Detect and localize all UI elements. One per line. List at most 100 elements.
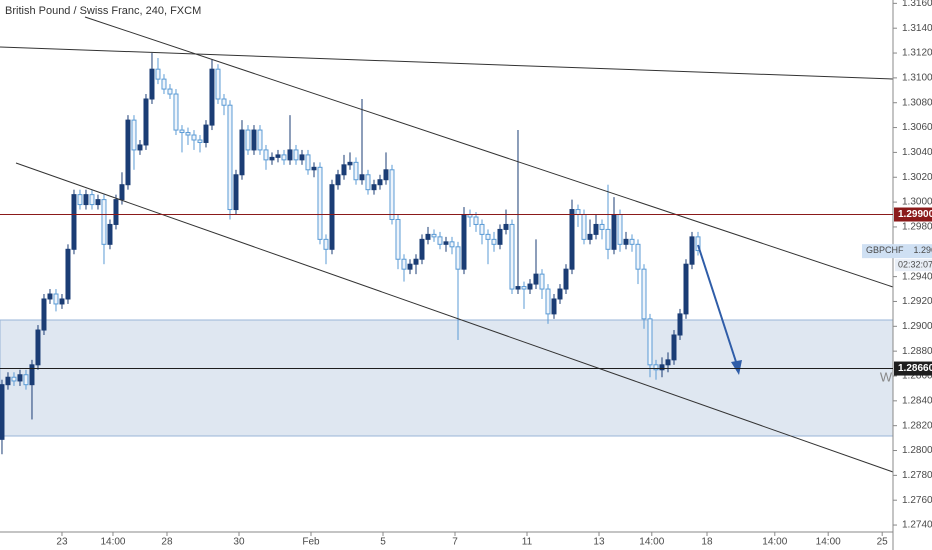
candle-body bbox=[167, 88, 173, 95]
candle-body bbox=[239, 129, 245, 176]
candle-body bbox=[383, 169, 389, 181]
candle-body bbox=[563, 268, 569, 290]
arrow-head bbox=[731, 360, 742, 375]
candle-body bbox=[263, 149, 269, 161]
candle-body bbox=[149, 68, 155, 100]
candle-body bbox=[569, 209, 575, 270]
y-tick-label: 1.31600 bbox=[902, 0, 932, 9]
candle-body bbox=[341, 164, 347, 176]
candle-body bbox=[641, 268, 647, 320]
candle-body bbox=[95, 199, 101, 206]
candle-body bbox=[377, 179, 383, 186]
candle-body bbox=[689, 236, 695, 265]
candle-body bbox=[575, 209, 581, 216]
x-tick-label: 14:00 bbox=[100, 537, 125, 548]
y-tick-label: 1.30200 bbox=[902, 172, 932, 183]
candle-body bbox=[593, 223, 599, 235]
candle-body bbox=[533, 273, 539, 285]
candle-body bbox=[401, 258, 407, 270]
x-tick-label: 30 bbox=[233, 537, 245, 548]
candle-body bbox=[17, 374, 23, 382]
candle-body bbox=[221, 98, 227, 106]
last-price-tag bbox=[862, 244, 932, 259]
symbol: GBPCHF bbox=[866, 246, 904, 256]
candle-body bbox=[107, 223, 113, 245]
candle-body bbox=[287, 149, 293, 161]
y-tick-label: 1.27400 bbox=[902, 520, 932, 531]
candle-body bbox=[227, 104, 233, 211]
candle-body bbox=[11, 376, 17, 382]
candle-body bbox=[659, 364, 665, 371]
candle-body bbox=[59, 298, 65, 305]
candle-body bbox=[461, 214, 467, 270]
candle-body bbox=[35, 329, 41, 366]
candle-body bbox=[473, 216, 479, 225]
x-tick-label: 28 bbox=[161, 537, 173, 548]
candle-body bbox=[329, 184, 335, 250]
candle-body bbox=[323, 238, 329, 250]
candle-body bbox=[215, 68, 221, 100]
y-tick-label: 1.28800 bbox=[902, 346, 932, 357]
y-tick-label: 1.28400 bbox=[902, 395, 932, 406]
x-tick-label: 18 bbox=[701, 537, 713, 548]
candle-body bbox=[611, 214, 617, 250]
candle-body bbox=[119, 184, 125, 201]
y-tick-label: 1.27800 bbox=[902, 470, 932, 481]
y-tick-label: 1.28600 bbox=[902, 371, 932, 382]
candle-body bbox=[395, 218, 401, 260]
watermark: W bbox=[880, 369, 893, 384]
x-tick-label: 14:00 bbox=[639, 537, 664, 548]
y-tick-label: 1.29200 bbox=[902, 296, 932, 307]
candle-body bbox=[497, 228, 503, 245]
candles bbox=[0, 53, 701, 455]
candle-body bbox=[299, 154, 305, 161]
candle-body bbox=[29, 364, 35, 386]
candle-body bbox=[455, 246, 461, 270]
candle-body bbox=[0, 384, 5, 440]
candle-body bbox=[173, 93, 179, 131]
y-tick-label: 1.30000 bbox=[902, 197, 932, 208]
candle-body bbox=[269, 156, 275, 161]
candle-body bbox=[191, 134, 197, 141]
candle-body bbox=[185, 132, 191, 136]
price-tag-label: 1.29900 bbox=[898, 209, 932, 220]
candle-body bbox=[437, 236, 443, 245]
candle-body bbox=[389, 169, 395, 220]
y-tick-label: 1.30600 bbox=[902, 122, 932, 133]
candle-body bbox=[203, 124, 209, 143]
candle-body bbox=[257, 129, 263, 151]
candle-body bbox=[83, 194, 89, 206]
candle-body bbox=[587, 233, 593, 240]
candle-body bbox=[41, 298, 47, 331]
candle-body bbox=[521, 286, 527, 290]
candle-body bbox=[479, 223, 485, 235]
candle-body bbox=[527, 283, 533, 290]
y-tick-label: 1.31200 bbox=[902, 48, 932, 59]
y-tick-label: 1.30800 bbox=[902, 97, 932, 108]
candle-body bbox=[581, 214, 587, 240]
candle-body bbox=[539, 273, 545, 290]
candle-body bbox=[305, 154, 311, 171]
candle-body bbox=[503, 223, 509, 230]
candle-body bbox=[695, 236, 701, 252]
candle-body bbox=[335, 174, 341, 186]
candle-body bbox=[671, 334, 677, 361]
candle-body bbox=[629, 238, 635, 245]
candle-body bbox=[509, 223, 515, 290]
candle-body bbox=[365, 174, 371, 191]
x-tick-label: Feb bbox=[302, 537, 320, 548]
candle-body bbox=[137, 144, 143, 151]
last-price-text: GBPCHF 1.29605 bbox=[866, 246, 932, 256]
candle-body bbox=[311, 166, 317, 171]
candle-body bbox=[101, 199, 107, 245]
candle-body bbox=[431, 233, 437, 238]
candle-body bbox=[293, 149, 299, 161]
y-tick-label: 1.31000 bbox=[902, 73, 932, 84]
candle-body bbox=[617, 214, 623, 245]
x-tick-label: 7 bbox=[452, 537, 458, 548]
candle-body bbox=[179, 129, 185, 134]
price-tag bbox=[894, 207, 932, 222]
candle-body bbox=[47, 293, 53, 300]
candle-body bbox=[653, 364, 659, 371]
